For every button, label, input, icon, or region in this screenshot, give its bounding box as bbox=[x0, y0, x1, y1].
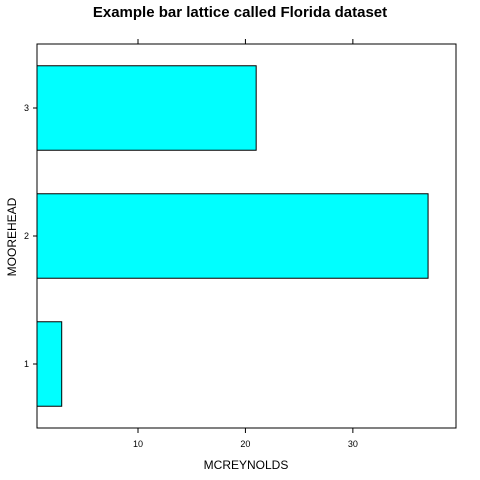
chart-title: Example bar lattice called Florida datas… bbox=[93, 4, 387, 21]
y-tick-label: 3 bbox=[24, 103, 29, 113]
x-tick-label: 10 bbox=[133, 439, 143, 449]
y-tick-label: 1 bbox=[24, 359, 29, 369]
x-axis-label: MCREYNOLDS bbox=[204, 458, 289, 472]
y-axis-label: MOOREHEAD bbox=[5, 197, 19, 276]
y-tick-label: 2 bbox=[24, 231, 29, 241]
bar-2 bbox=[36, 193, 429, 279]
bar-3 bbox=[36, 65, 257, 151]
x-tick-label: 30 bbox=[348, 439, 358, 449]
x-tick-label: 20 bbox=[240, 439, 250, 449]
bar-1 bbox=[36, 321, 63, 407]
axis-ticks: 1 2 3 10 20 30 bbox=[24, 39, 358, 449]
bars-group bbox=[36, 65, 429, 407]
